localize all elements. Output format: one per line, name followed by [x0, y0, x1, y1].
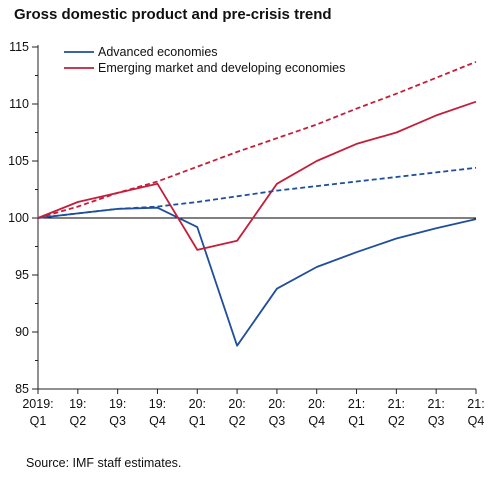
x-tick-label-year: 20: — [228, 397, 245, 411]
x-tick-label-quarter: Q4 — [308, 414, 325, 428]
trend-line-2 — [37, 166, 477, 219]
x-tick-label-year: 19: — [149, 397, 166, 411]
x-tick-label-year: 20: — [308, 397, 325, 411]
x-tick-label-quarter: Q1 — [189, 414, 206, 428]
y-tick-label: 105 — [8, 154, 29, 168]
x-tick-label-year: 20: — [268, 397, 285, 411]
x-tick-label-year: 21: — [388, 397, 405, 411]
y-tick-label: 90 — [15, 325, 29, 339]
chart-title: Gross domestic product and pre-crisis tr… — [14, 6, 332, 23]
y-tick-label: 110 — [9, 97, 29, 111]
legend: Advanced economies Emerging market and de… — [64, 45, 345, 75]
y-tick-label: 115 — [9, 40, 29, 54]
x-tick-label-quarter: Q3 — [269, 414, 286, 428]
source-note: Source: IMF staff estimates. — [26, 456, 182, 470]
y-tick-label: 95 — [15, 268, 29, 282]
x-tick-label-year: 2019: — [22, 397, 53, 411]
y-tick-label: 100 — [8, 211, 29, 225]
series-line-0 — [37, 206, 477, 347]
series-lines — [37, 60, 477, 347]
x-tick-label-quarter: Q3 — [109, 414, 126, 428]
axes: 85 90 95 100 105 110 115 2019: Q1 19: Q2 19: Q3 19: Q4… — [8, 40, 485, 428]
x-tick-label-quarter: Q1 — [348, 414, 365, 428]
series-line-1 — [37, 100, 477, 251]
x-tick-label-quarter: Q1 — [30, 414, 47, 428]
x-tick-label-year: 19: — [69, 397, 86, 411]
y-tick-label: 85 — [15, 382, 29, 396]
x-tick-label-quarter: Q2 — [229, 414, 246, 428]
x-tick-label-quarter: Q4 — [149, 414, 166, 428]
x-tick-label-quarter: Q3 — [428, 414, 445, 428]
x-tick-label-year: 19: — [109, 397, 126, 411]
x-tick-label-year: 21: — [348, 397, 365, 411]
x-tick-label-quarter: Q2 — [388, 414, 405, 428]
x-tick-label-year: 21: — [467, 397, 484, 411]
legend-label: Advanced economies — [98, 45, 218, 59]
legend-label: Emerging market and developing economies — [98, 61, 345, 75]
trend-line-3 — [37, 60, 477, 219]
x-tick-label-quarter: Q4 — [468, 414, 485, 428]
x-tick-label-year: 20: — [189, 397, 206, 411]
x-tick-label-year: 21: — [427, 397, 444, 411]
x-tick-label-quarter: Q2 — [69, 414, 86, 428]
